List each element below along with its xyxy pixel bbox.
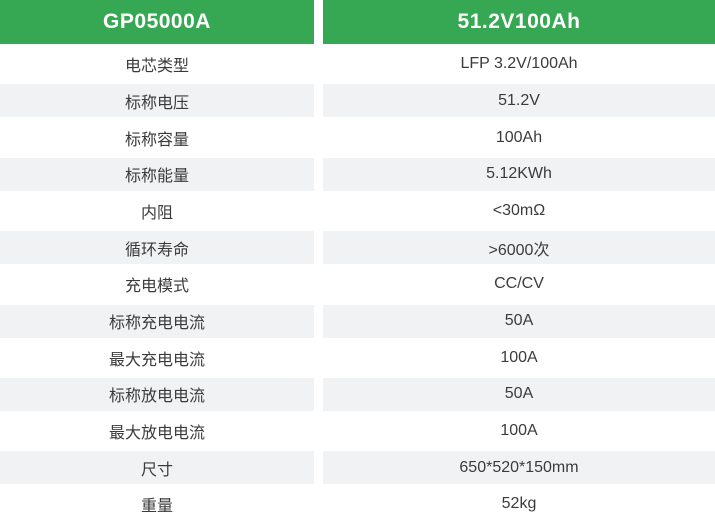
- spec-value: 5.12KWh: [323, 157, 715, 191]
- column-divider: [314, 415, 323, 448]
- table-row: 尺寸 650*520*150mm: [0, 451, 715, 485]
- spec-value: <30mΩ: [492, 201, 546, 219]
- spec-value: LFP 3.2V/100Ah: [460, 55, 578, 73]
- column-divider: [314, 341, 323, 374]
- table-row: 电芯类型 LFP 3.2V/100Ah: [0, 48, 715, 81]
- column-divider: [314, 305, 323, 338]
- spec-value: 100Ah: [495, 128, 543, 146]
- column-divider: [314, 378, 323, 411]
- spec-label: 标称容量: [124, 131, 189, 149]
- spec-value: CC/CV: [494, 275, 544, 293]
- spec-label: 最大充电电流: [108, 351, 205, 369]
- spec-label: 尺寸: [0, 451, 314, 485]
- table-header-row: GP05000A 51.2V100Ah: [0, 0, 715, 44]
- spec-value: 52kg: [501, 495, 537, 513]
- column-divider: [314, 0, 323, 44]
- column-divider: [314, 231, 323, 264]
- table-row: 最大充电电流 100A: [0, 341, 715, 374]
- column-divider: [314, 268, 323, 301]
- spec-label: 标称充电电流: [0, 304, 314, 338]
- column-divider: [314, 451, 323, 484]
- spec-value: 50A: [323, 304, 715, 338]
- column-divider: [314, 84, 323, 117]
- spec-label: 标称电压: [0, 84, 314, 118]
- header-model-cell: GP05000A: [0, 0, 314, 44]
- spec-label: 充电模式: [124, 278, 189, 296]
- column-divider: [314, 488, 323, 521]
- table-row: 循环寿命 >6000次: [0, 231, 715, 265]
- header-spec-cell: 51.2V100Ah: [323, 0, 715, 44]
- table-row: 充电模式 CC/CV: [0, 268, 715, 301]
- spec-label: 电芯类型: [124, 58, 189, 76]
- spec-label: 循环寿命: [0, 231, 314, 265]
- column-divider: [314, 194, 323, 227]
- spec-value: 50A: [323, 377, 715, 411]
- table-row: 重量 52kg: [0, 488, 715, 521]
- table-row: 最大放电电流 100A: [0, 415, 715, 448]
- spec-value: 650*520*150mm: [323, 451, 715, 485]
- table-row: 标称容量 100Ah: [0, 121, 715, 154]
- column-divider: [314, 121, 323, 154]
- spec-label: 标称能量: [0, 157, 314, 191]
- table-row: 内阻 <30mΩ: [0, 194, 715, 227]
- table-row: 标称充电电流 50A: [0, 304, 715, 338]
- column-divider: [314, 48, 323, 81]
- table-row: 标称能量 5.12KWh: [0, 157, 715, 191]
- spec-label: 重量: [140, 498, 173, 516]
- column-divider: [314, 158, 323, 191]
- table-row: 标称电压 51.2V: [0, 84, 715, 118]
- spec-label: 内阻: [140, 204, 173, 222]
- spec-value: 100A: [500, 348, 538, 366]
- spec-value: 51.2V: [323, 84, 715, 118]
- spec-label: 标称放电电流: [0, 377, 314, 411]
- spec-value: >6000次: [323, 231, 715, 265]
- table-row: 标称放电电流 50A: [0, 377, 715, 411]
- spec-label: 最大放电电流: [108, 425, 205, 443]
- spec-value: 100A: [500, 422, 538, 440]
